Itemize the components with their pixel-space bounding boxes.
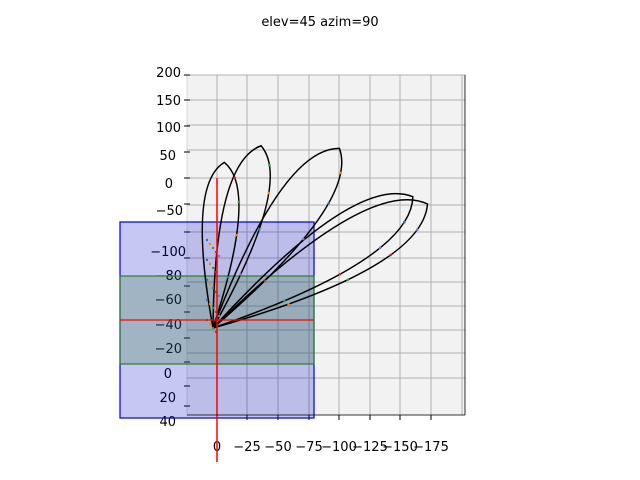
series-lobe-1 bbox=[212, 199, 429, 329]
cluster-point bbox=[211, 266, 215, 270]
cluster-point bbox=[205, 258, 209, 262]
series-point bbox=[403, 220, 406, 224]
x-tick-label: −150 bbox=[382, 440, 418, 455]
series-point bbox=[283, 299, 286, 303]
series-lobe-4 bbox=[212, 144, 271, 329]
z-tick-label: 20 bbox=[159, 391, 176, 406]
series-point bbox=[233, 176, 237, 180]
series-point bbox=[237, 200, 241, 204]
series-point bbox=[268, 163, 271, 167]
y-tick-label: 100 bbox=[156, 121, 181, 136]
series-point bbox=[339, 171, 342, 175]
y-tick-label: 50 bbox=[159, 149, 176, 164]
series-point bbox=[415, 228, 419, 232]
chart-title: elev=45 azim=90 bbox=[261, 15, 378, 30]
cluster-point bbox=[205, 278, 209, 282]
series-point bbox=[257, 228, 261, 231]
cluster-point bbox=[217, 274, 221, 278]
x-tick-label: −125 bbox=[352, 440, 388, 455]
series-point bbox=[327, 201, 331, 205]
series-point bbox=[302, 237, 305, 241]
cluster-point bbox=[217, 294, 221, 298]
series-point bbox=[389, 253, 392, 257]
series-point bbox=[263, 279, 267, 282]
z-tick-label: −20 bbox=[155, 342, 182, 357]
red-axis-lines bbox=[120, 75, 466, 462]
cluster-point bbox=[211, 326, 215, 330]
series-point bbox=[226, 275, 230, 279]
cluster-point bbox=[205, 238, 209, 242]
cluster-point bbox=[208, 282, 212, 286]
series-point bbox=[378, 246, 382, 250]
z-tick-label: −60 bbox=[155, 293, 182, 308]
data-series bbox=[201, 144, 429, 334]
cluster-point bbox=[208, 322, 212, 326]
cluster-point bbox=[208, 242, 212, 246]
series-point bbox=[338, 272, 342, 276]
y-tick-label: −50 bbox=[156, 204, 183, 219]
series-point bbox=[239, 273, 242, 276]
x-tick-label: −25 bbox=[233, 440, 260, 455]
series-point bbox=[267, 191, 271, 195]
tick-labels: 0−25−50−75−100−125−150−175200150100500−5… bbox=[150, 66, 449, 455]
series-lobe-5 bbox=[201, 161, 240, 329]
series-point bbox=[346, 278, 350, 282]
series-lobe-2 bbox=[212, 192, 414, 329]
cluster-point bbox=[211, 286, 215, 290]
y-tick-label: 150 bbox=[156, 94, 181, 109]
x-tick-label: −50 bbox=[264, 440, 291, 455]
cluster-point bbox=[208, 302, 212, 306]
chart-pane bbox=[186, 74, 466, 416]
cluster-point bbox=[205, 298, 209, 302]
series-lobe-3 bbox=[212, 147, 343, 329]
z-tick-label: 40 bbox=[159, 415, 176, 430]
cluster-point bbox=[217, 314, 221, 318]
x-tick-label: −175 bbox=[413, 440, 449, 455]
z-tick-label: −100 bbox=[150, 245, 186, 260]
cluster-point bbox=[217, 254, 221, 258]
z-tick-label: −40 bbox=[155, 318, 182, 333]
cluster-point bbox=[211, 306, 215, 310]
z-tick-label: 0 bbox=[164, 367, 172, 382]
cluster-point bbox=[211, 246, 215, 250]
x-tick-label: −100 bbox=[321, 440, 357, 455]
y-tick-label: 0 bbox=[165, 177, 173, 192]
series-point bbox=[235, 233, 238, 237]
y-tick-label: 200 bbox=[156, 66, 181, 81]
back-pane bbox=[186, 74, 466, 416]
cluster-point bbox=[208, 262, 212, 266]
x-tick-label: −75 bbox=[295, 440, 322, 455]
series-point bbox=[287, 302, 290, 306]
